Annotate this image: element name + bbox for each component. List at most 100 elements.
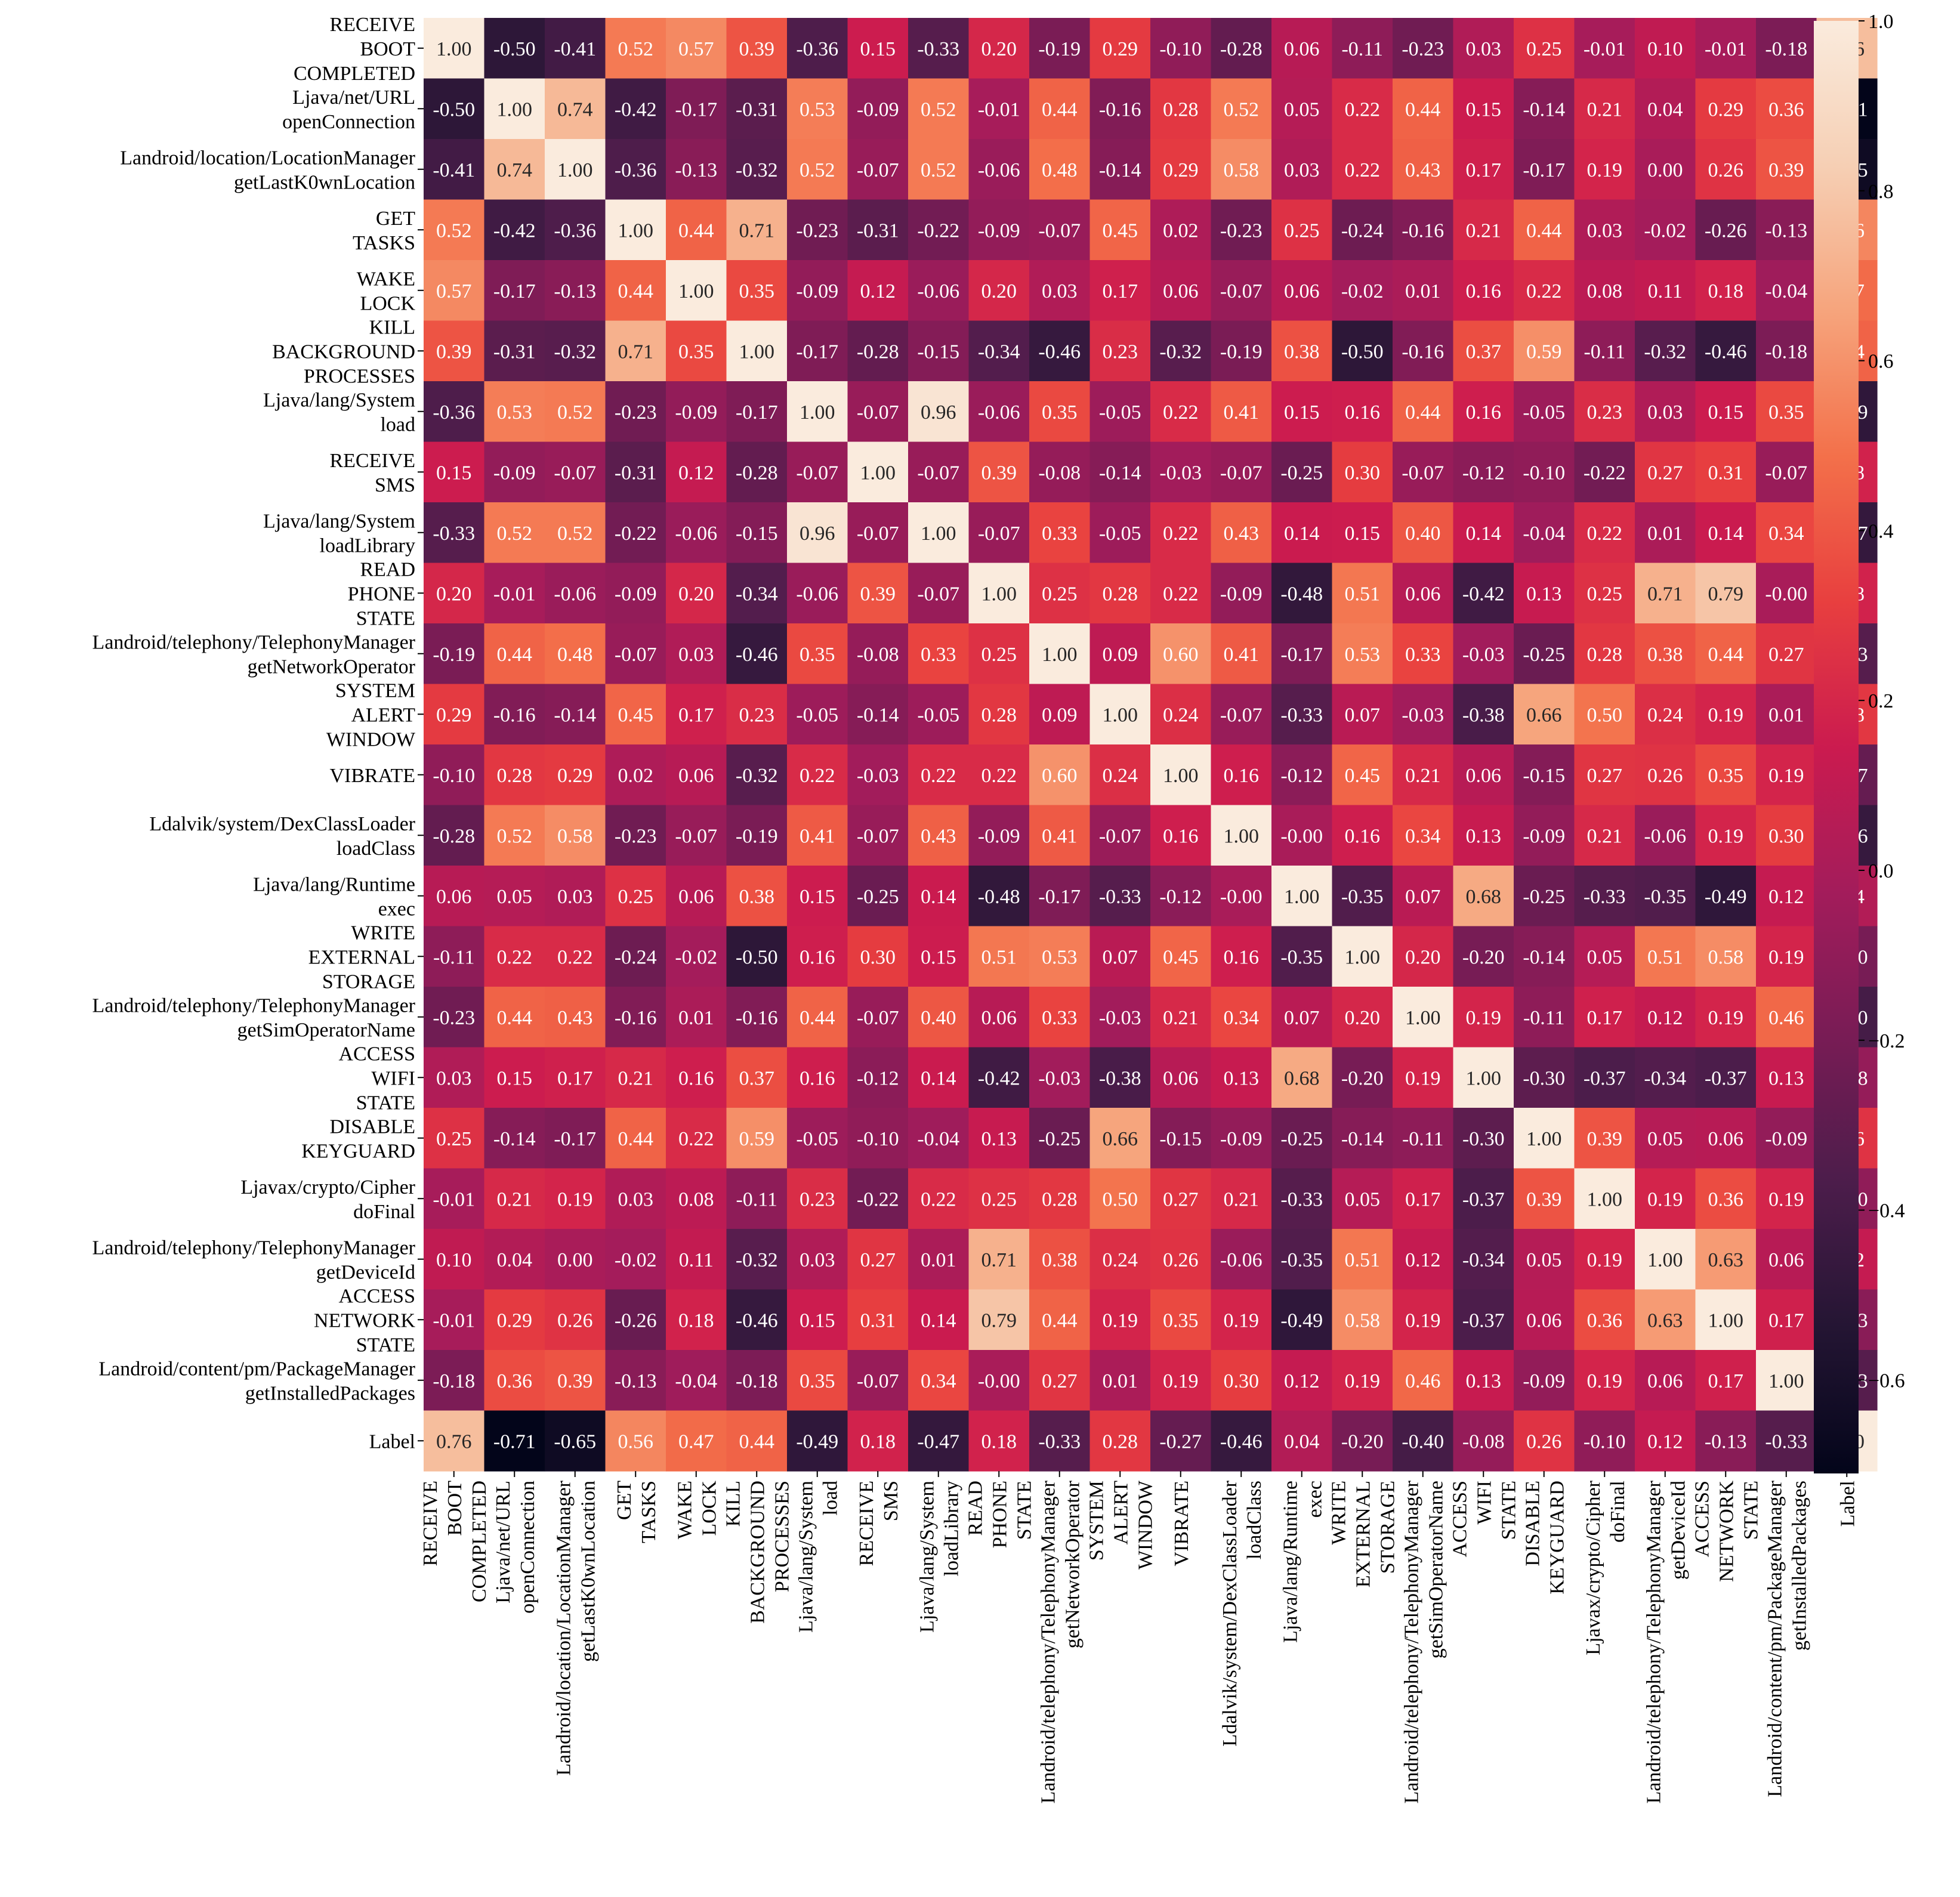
cell-value-label: 0.31 [1708,462,1744,484]
heatmap-cell [787,987,848,1048]
cell-value-label: 0.46 [1768,1007,1804,1029]
heatmap-cell [1514,199,1575,261]
heatmap-cell [968,18,1030,79]
heatmap-cell [1574,744,1635,806]
cell-value-label: 1.00 [618,220,654,242]
cell-value-label: 0.41 [1042,825,1078,847]
heatmap-cell [1695,1410,1757,1472]
heatmap-cell [1271,139,1333,200]
cell-value-label: 0.08 [678,1188,714,1210]
heatmap-cell [1029,441,1091,503]
heatmap-cell [1393,623,1454,685]
y-tick-label: Ljavax/crypto/Cipher doFinal [240,1176,415,1223]
cell-value-label: 0.26 [1708,159,1744,181]
cell-value-label: -0.03 [1159,462,1202,484]
heatmap-cell [605,1350,666,1411]
heatmap-cell [968,866,1030,927]
cell-value-label: -0.09 [493,462,536,484]
x-tick-label: Landroid/telephony/TelephonyManager getDe… [1643,1480,1689,1803]
cell-value-label: 0.30 [860,946,896,968]
heatmap-cell [1211,199,1272,261]
cell-value-label: 0.15 [860,38,896,60]
cell-value-label: 0.03 [678,644,714,666]
heatmap-cell [666,805,727,866]
heatmap-cell [1574,320,1635,382]
heatmap-cell [666,987,727,1048]
y-tick-label: Ljava/lang/System load [263,389,415,435]
heatmap-cell [1211,502,1272,564]
cell-value-label: 0.20 [981,280,1017,302]
cell-value-label: -0.07 [1220,280,1263,302]
cell-value-label: 0.43 [1224,523,1260,545]
cell-value-label: -0.07 [978,523,1020,545]
cell-value-label: 0.37 [1466,341,1502,363]
cell-value-label: -0.14 [1523,98,1565,121]
cell-value-label: 0.34 [921,1370,956,1392]
heatmap-cell [908,623,970,685]
cell-value-label: -0.38 [1462,704,1505,726]
heatmap-cell [968,78,1030,140]
cell-value-label: 0.44 [1042,1309,1078,1331]
heatmap-cell [605,260,666,322]
heatmap-cell [424,199,485,261]
cell-value-label: 0.79 [1708,583,1744,605]
cell-value-label: 0.03 [618,1188,654,1210]
heatmap-cell [726,623,788,685]
cell-value-label: -0.05 [796,1128,838,1150]
cell-value-label: 0.43 [921,825,956,847]
heatmap-cell [605,1289,666,1351]
heatmap-cell [424,1350,485,1411]
cell-value-label: -0.37 [1462,1188,1505,1210]
colorbar-tick-label: 0.0 [1868,860,1894,882]
heatmap-cell [424,805,485,866]
heatmap-cell [1029,866,1091,927]
cell-value-label: 0.06 [1768,1249,1804,1271]
cell-value-label: -0.32 [554,341,596,363]
cell-value-label: -0.06 [978,159,1020,181]
cell-value-label: 0.44 [618,1128,654,1150]
heatmap-cell [1514,805,1575,866]
heatmap-cell [968,502,1030,564]
heatmap-cell [1393,926,1454,987]
cell-value-label: -0.32 [1644,341,1686,363]
cell-value-label: 0.12 [1647,1431,1683,1453]
cell-value-label: 0.11 [679,1249,714,1271]
cell-value-label: -0.15 [1159,1128,1202,1150]
heatmap-cell [1029,18,1091,79]
cell-value-label: -0.09 [1765,1128,1807,1150]
heatmap-cell [1029,1410,1091,1472]
heatmap-cell [666,502,727,564]
cell-value-label: -0.03 [857,765,899,787]
heatmap-cell [1393,805,1454,866]
cell-value-label: 0.13 [1466,825,1502,847]
heatmap-cell [545,320,606,382]
heatmap-cell [908,805,970,866]
heatmap-cell [787,563,848,624]
heatmap-cell [787,1047,848,1108]
heatmap-cell [666,18,727,79]
heatmap-cell [968,623,1030,685]
heatmap-cell [666,623,727,685]
cell-value-label: -0.16 [1099,98,1141,121]
cell-value-label: 0.18 [678,1309,714,1331]
cell-value-label: -0.49 [1705,886,1747,908]
heatmap-cell [1271,1168,1333,1229]
cell-value-label: 0.66 [1526,704,1562,726]
heatmap-cell [1150,1229,1212,1290]
heatmap-cell [1635,866,1696,927]
heatmap-cell [968,744,1030,806]
cell-value-label: 0.19 [1587,1249,1623,1271]
cell-value-label: -0.42 [978,1067,1020,1089]
heatmap-cell [1029,1229,1091,1290]
cell-value-label: -0.28 [1220,38,1263,60]
cell-value-label: -0.14 [1099,159,1141,181]
cell-value-label: 0.40 [1405,523,1441,545]
heatmap-cell [726,1168,788,1229]
cell-value-label: 0.52 [800,159,835,181]
cell-value-label: 0.24 [1163,704,1199,726]
cell-value-label: 0.26 [1163,1249,1199,1271]
cell-value-label: 0.37 [739,1067,775,1089]
heatmap-cell [1150,441,1212,503]
cell-value-label: 0.18 [860,1431,896,1453]
cell-value-label: 0.26 [1647,765,1683,787]
